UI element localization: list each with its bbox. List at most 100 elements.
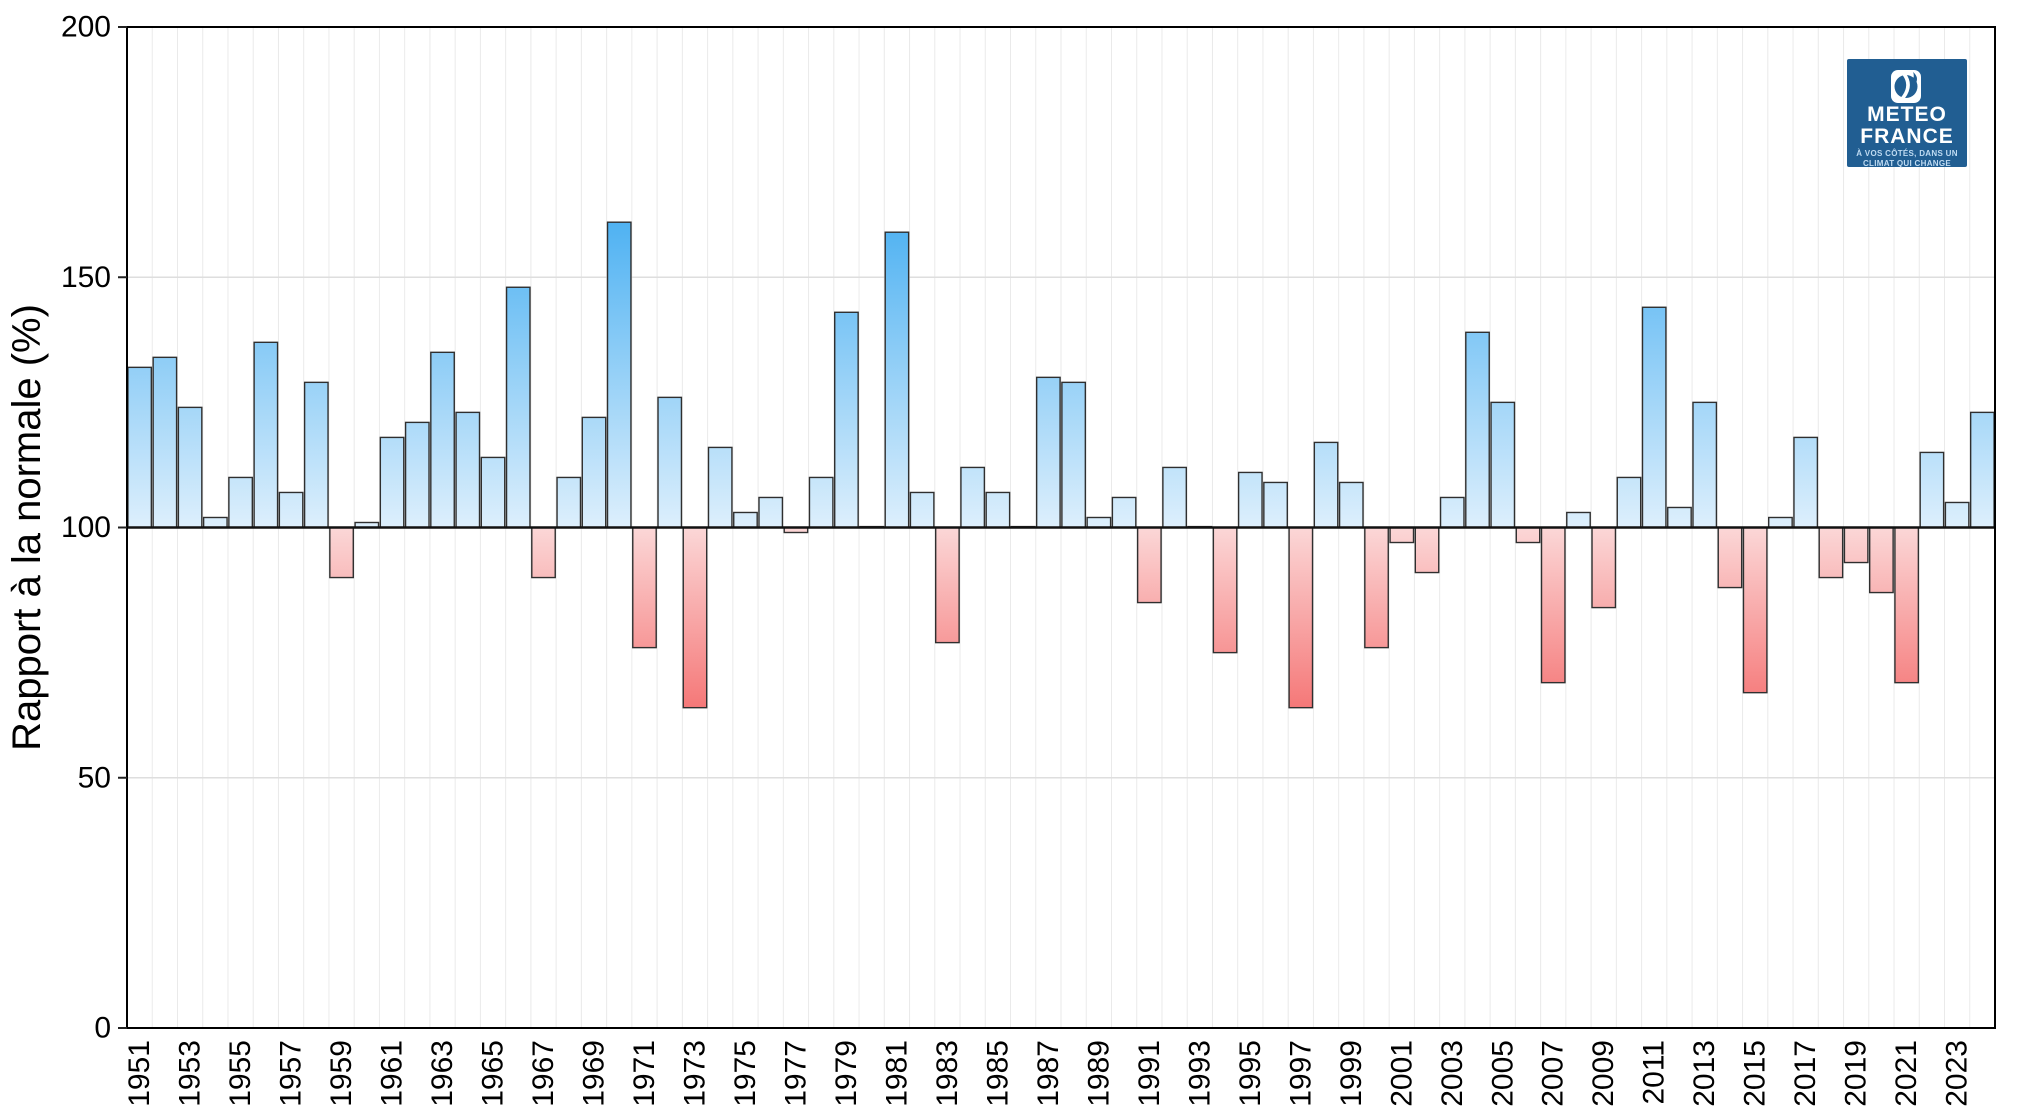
bar-2013 xyxy=(1692,401,1718,529)
bar-1983 xyxy=(934,526,960,644)
bar-2020 xyxy=(1868,526,1894,594)
bar-1956 xyxy=(253,341,279,529)
bar-1961 xyxy=(379,436,405,529)
x-tick-label-2003: 2003 xyxy=(1436,1040,1469,1107)
bar-1951 xyxy=(127,366,153,529)
bar-1998 xyxy=(1313,441,1339,529)
x-tick-label-2009: 2009 xyxy=(1587,1040,1620,1107)
x-tick-label-2021: 2021 xyxy=(1890,1040,1923,1107)
bar-1954 xyxy=(202,516,228,529)
bar-2014 xyxy=(1717,526,1743,589)
bar-2011 xyxy=(1641,306,1667,529)
bar-1987 xyxy=(1035,376,1061,529)
x-tick-label-2013: 2013 xyxy=(1688,1040,1721,1107)
x-tick-label-1983: 1983 xyxy=(931,1040,964,1107)
x-tick-label-1975: 1975 xyxy=(729,1040,762,1107)
bar-2010 xyxy=(1616,476,1642,529)
x-tick-label-1967: 1967 xyxy=(527,1040,560,1107)
bar-2017 xyxy=(1793,436,1819,529)
bar-1955 xyxy=(228,476,254,529)
x-tick-label-1963: 1963 xyxy=(426,1040,459,1107)
y-tick-label-0: 0 xyxy=(94,1012,111,1045)
x-tick-label-1953: 1953 xyxy=(174,1040,207,1107)
chart-layer: 0 50 100 150 200 1951 1953 1955 1957 1959 1961 1963… xyxy=(5,11,1996,1107)
bar-1973 xyxy=(682,526,708,709)
bar-2007 xyxy=(1540,526,1566,684)
x-tick-label-1993: 1993 xyxy=(1183,1040,1216,1107)
x-tick-label-2019: 2019 xyxy=(1840,1040,1873,1107)
bar-2023 xyxy=(1944,501,1970,529)
x-tick-label-1987: 1987 xyxy=(1032,1040,1065,1107)
x-tick-label-1951: 1951 xyxy=(123,1040,156,1107)
x-axis: 1951 1953 1955 1957 1959 1961 1963 1965 1967 1969… xyxy=(123,1040,1974,1107)
x-tick-label-1969: 1969 xyxy=(578,1040,611,1107)
bar-1964 xyxy=(455,411,481,529)
x-tick-label-1957: 1957 xyxy=(275,1040,308,1107)
bar-2018 xyxy=(1818,526,1844,579)
x-tick-label-1981: 1981 xyxy=(880,1040,913,1107)
bar-1995 xyxy=(1237,471,1263,529)
x-tick-label-1971: 1971 xyxy=(628,1040,661,1107)
bar-1952 xyxy=(152,356,178,529)
bar-1985 xyxy=(985,491,1011,529)
y-axis-title: Rapport à la normale (%) xyxy=(5,304,49,751)
x-tick-label-1965: 1965 xyxy=(477,1040,510,1107)
bar-2002 xyxy=(1414,526,1440,574)
y-axis: 0 50 100 150 200 xyxy=(61,11,127,1045)
bar-1988 xyxy=(1061,381,1087,529)
bar-2008 xyxy=(1566,511,1591,529)
bar-1991 xyxy=(1136,526,1162,604)
logo-background xyxy=(1847,59,1967,167)
bar-1957 xyxy=(278,491,304,529)
logo-line2: FRANCE xyxy=(1860,125,1954,148)
bar-2012 xyxy=(1667,506,1692,529)
bar-1969 xyxy=(581,416,607,529)
bar-1997 xyxy=(1288,526,1314,709)
x-tick-label-1973: 1973 xyxy=(678,1040,711,1107)
logo-line1: METEO xyxy=(1867,103,1947,126)
bar-1971 xyxy=(632,526,657,649)
bar-1981 xyxy=(884,231,910,529)
bar-1958 xyxy=(303,381,329,529)
x-tick-label-2005: 2005 xyxy=(1486,1040,1519,1107)
x-tick-label-1999: 1999 xyxy=(1335,1040,1368,1107)
icon-sphere xyxy=(1894,75,1918,98)
x-tick-label-1961: 1961 xyxy=(376,1040,409,1107)
icon-slice xyxy=(1900,72,1910,101)
y-tick-label-50: 50 xyxy=(78,761,111,794)
bar-1972 xyxy=(657,396,683,529)
bar-2001 xyxy=(1389,526,1415,544)
bar-1994 xyxy=(1212,526,1238,654)
x-tick-label-2007: 2007 xyxy=(1537,1040,1570,1107)
x-tick-label-2023: 2023 xyxy=(1941,1040,1974,1107)
y-tick-label-100: 100 xyxy=(61,511,111,544)
meteo-france-logo: METEO FRANCE À VOS CÔTÉS, DANS UN CLIMAT… xyxy=(1847,59,1967,168)
meteo-france-icon xyxy=(1891,70,1921,103)
bar-2016 xyxy=(1768,516,1793,529)
bar-1963 xyxy=(430,351,455,529)
bar-1978 xyxy=(808,476,834,529)
bar-1982 xyxy=(909,491,935,529)
x-tick-label-2011: 2011 xyxy=(1638,1040,1671,1105)
bar-2009 xyxy=(1591,526,1617,609)
bar-1984 xyxy=(960,466,986,529)
x-tick-label-1995: 1995 xyxy=(1234,1040,1267,1107)
bar-2004 xyxy=(1465,331,1490,529)
bar-1999 xyxy=(1338,481,1364,529)
x-tick-label-1955: 1955 xyxy=(224,1040,257,1107)
bar-1976 xyxy=(758,496,784,529)
x-tick-label-2015: 2015 xyxy=(1739,1040,1772,1107)
x-tick-label-1977: 1977 xyxy=(779,1040,812,1107)
bar-1974 xyxy=(707,446,733,529)
x-tick-label-1989: 1989 xyxy=(1082,1040,1115,1107)
logo-tagline-line1: À VOS CÔTÉS, DANS UN xyxy=(1856,149,1958,158)
x-tick-label-2017: 2017 xyxy=(1789,1040,1822,1107)
horizontal-gridlines xyxy=(127,276,1995,779)
bar-1959 xyxy=(329,526,354,579)
bar-2006 xyxy=(1515,526,1541,544)
x-tick-label-1959: 1959 xyxy=(325,1040,358,1107)
bar-1953 xyxy=(177,406,203,529)
bar-2024 xyxy=(1969,411,1995,529)
